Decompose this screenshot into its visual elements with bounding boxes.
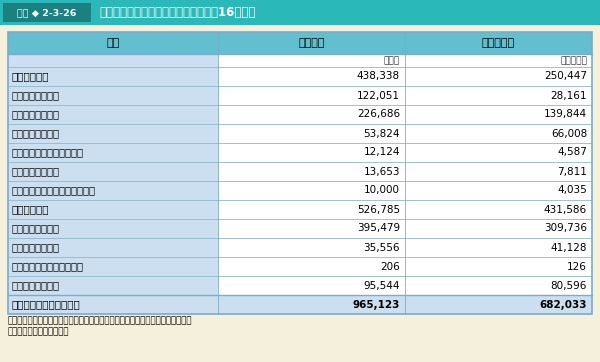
Text: 438,338: 438,338 [357,72,400,81]
Bar [218,54,405,67]
Text: 526,785: 526,785 [357,205,400,215]
Text: 95,544: 95,544 [364,281,400,290]
Text: 高　等　学　校: 高 等 学 校 [11,90,59,101]
Bar [8,124,218,143]
Text: 大　　学　　院: 大 学 院 [11,243,59,253]
Bar [218,276,405,295]
Text: 緊　急　採　用　奨　学　金: 緊 急 採 用 奨 学 金 [11,185,95,195]
Text: 309,736: 309,736 [544,223,587,233]
Bar [218,257,405,276]
Bar [8,32,592,314]
Bar [405,54,592,67]
Bar [8,162,218,181]
Bar [218,105,405,124]
Text: 日本学生支援機構の事業費総額（平成16年度）: 日本学生支援機構の事業費総額（平成16年度） [99,6,256,19]
Text: （資料）　文部科学省調べ: （資料） 文部科学省調べ [8,328,70,337]
Bar [8,181,218,200]
Text: 226,686: 226,686 [357,109,400,119]
Bar [8,54,218,67]
Text: 206: 206 [380,261,400,272]
Bar [8,105,218,124]
Bar [3,3,91,22]
Text: 合　　　　　　　　　計: 合 計 [11,299,80,310]
Bar [405,295,592,314]
Text: 682,033: 682,033 [539,299,587,310]
Bar [8,257,218,276]
Text: 965,123: 965,123 [353,299,400,310]
Bar [218,200,405,219]
Bar [218,181,405,200]
Text: 250,447: 250,447 [544,72,587,81]
Text: 専　修　学　校: 専 修 学 校 [11,281,59,290]
Bar [8,295,218,314]
Bar [8,67,218,86]
Bar [218,32,405,54]
Text: （人）: （人） [384,56,400,65]
Bar [218,162,405,181]
Bar [218,124,405,143]
Bar [218,295,405,314]
Bar [405,143,592,162]
Text: 53,824: 53,824 [364,129,400,139]
Text: 12,124: 12,124 [364,147,400,157]
Text: 139,844: 139,844 [544,109,587,119]
Text: 貸与人員: 貸与人員 [298,38,325,48]
Bar [405,276,592,295]
Bar [218,67,405,86]
Text: 高　等　専　門　学　校: 高 等 専 門 学 校 [11,147,83,157]
Bar [405,86,592,105]
Text: 区分: 区分 [106,38,119,48]
Text: 4,035: 4,035 [557,185,587,195]
Text: 41,128: 41,128 [551,243,587,253]
Text: 35,556: 35,556 [364,243,400,253]
Bar [405,181,592,200]
Text: 事業費総額: 事業費総額 [482,38,515,48]
Text: 大　　　　　学: 大 学 [11,223,59,233]
Text: 28,161: 28,161 [551,90,587,101]
Bar [218,238,405,257]
Text: 10,000: 10,000 [364,185,400,195]
Bar [218,143,405,162]
Text: 122,051: 122,051 [357,90,400,101]
Bar [8,276,218,295]
Text: 図表 ◆ 2-3-26: 図表 ◆ 2-3-26 [17,8,77,17]
Text: 専　修　学　校: 専 修 学 校 [11,167,59,177]
Text: 66,008: 66,008 [551,129,587,139]
Text: 126: 126 [567,261,587,272]
Bar [405,257,592,276]
Text: 大　　　　　学: 大 学 [11,109,59,119]
Text: （注）　数はそれぞれ四捨五入しているため，合計などで必ずしも一致しない。: （注） 数はそれぞれ四捨五入しているため，合計などで必ずしも一致しない。 [8,316,193,325]
Text: 80,596: 80,596 [551,281,587,290]
Bar [405,105,592,124]
Bar [405,124,592,143]
Text: 4,587: 4,587 [557,147,587,157]
Bar [405,32,592,54]
Text: 有利子奨学金: 有利子奨学金 [11,205,49,215]
Bar [405,67,592,86]
Text: 7,811: 7,811 [557,167,587,177]
Bar [8,32,218,54]
Bar [405,238,592,257]
Text: 大　　学　　院: 大 学 院 [11,129,59,139]
Text: 395,479: 395,479 [357,223,400,233]
Bar [8,219,218,238]
Bar [8,238,218,257]
Text: 高　等　専　門　学　校: 高 等 専 門 学 校 [11,261,83,272]
Text: 無利子奨学金: 無利子奨学金 [11,72,49,81]
Text: 431,586: 431,586 [544,205,587,215]
Bar [405,219,592,238]
Bar [0,0,600,25]
Bar [218,219,405,238]
Bar [405,162,592,181]
Bar [8,143,218,162]
Text: 13,653: 13,653 [364,167,400,177]
Bar [8,86,218,105]
Bar [405,200,592,219]
Text: （百万円）: （百万円） [560,56,587,65]
Bar [218,86,405,105]
Bar [8,200,218,219]
